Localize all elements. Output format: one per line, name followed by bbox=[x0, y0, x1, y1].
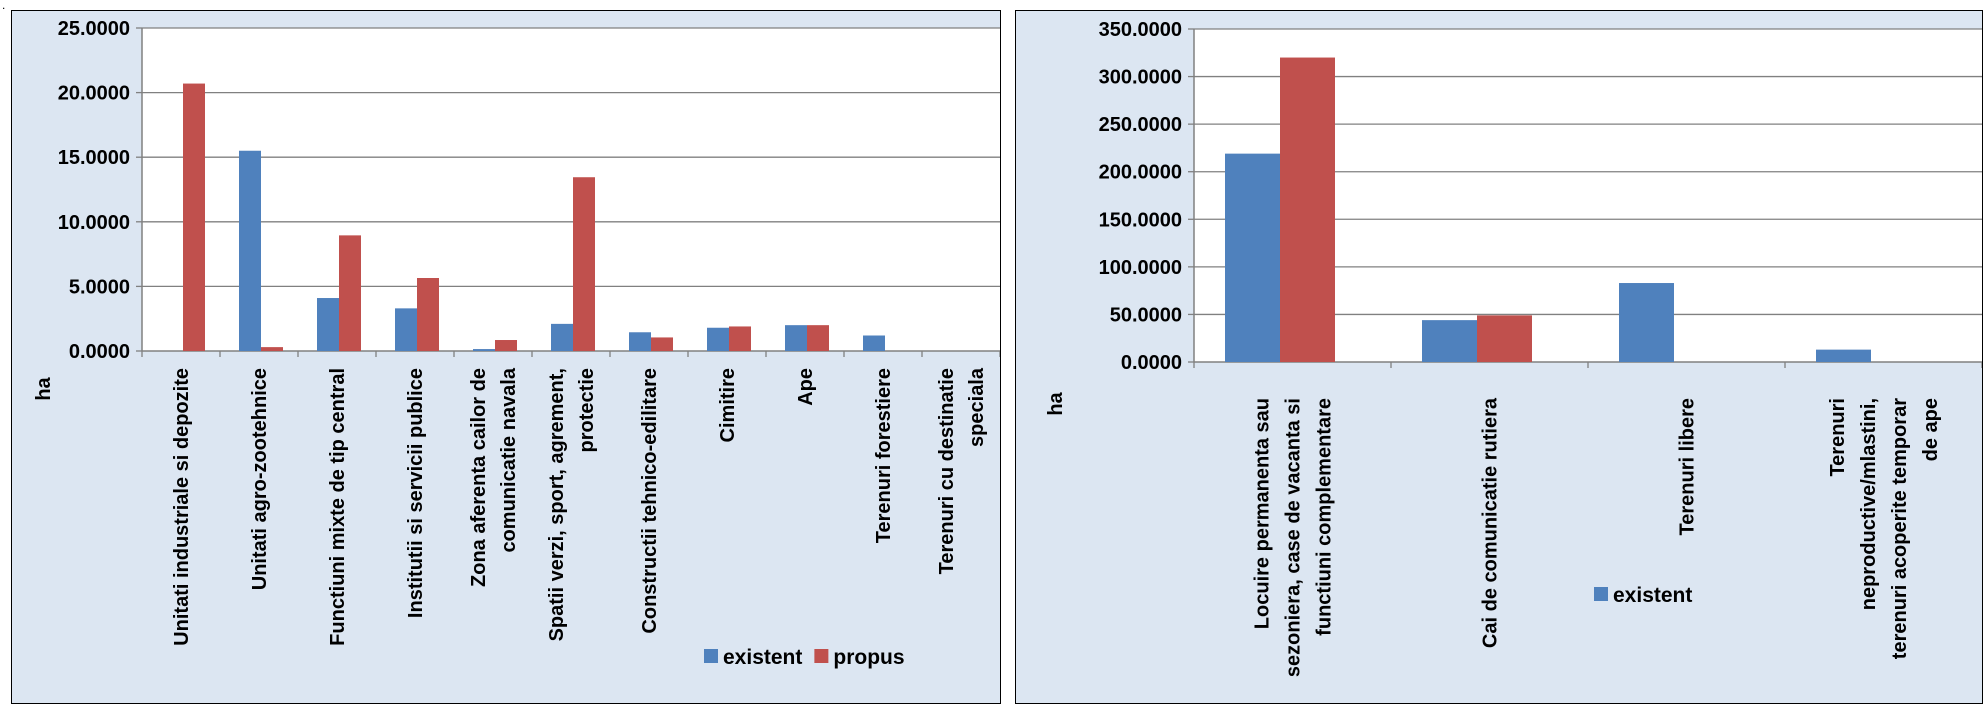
bar-existent bbox=[317, 298, 339, 351]
bar-propus bbox=[339, 235, 361, 351]
y-tick-label: 250.0000 bbox=[1099, 114, 1182, 136]
x-category-label: Institutii si servicii publice bbox=[405, 368, 427, 618]
bar-propus bbox=[729, 326, 751, 351]
legend-swatch-propus bbox=[814, 649, 829, 663]
bar-propus bbox=[1477, 315, 1532, 362]
bar-existent bbox=[1619, 283, 1674, 362]
x-category-label: Terenuri forestiere bbox=[873, 368, 895, 543]
bar-chart-left: 0.0000 5.0000 10.0000 15.0000 20.0000 25.0000… bbox=[12, 11, 1000, 703]
y-axis-unit-label: ha bbox=[33, 376, 55, 400]
x-category-label: Spatii verzi, sport, agrement, protectie bbox=[546, 368, 598, 641]
corner-mark: . bbox=[2, 0, 6, 12]
y-tick-label: 150.0000 bbox=[1099, 209, 1182, 231]
y-tick-label: 100.0000 bbox=[1099, 257, 1182, 279]
bar-propus bbox=[573, 177, 595, 351]
chart-panel-left: 0.0000 5.0000 10.0000 15.0000 20.0000 25.0000… bbox=[11, 10, 1001, 704]
legend-swatch-existent bbox=[1594, 587, 1608, 601]
bar-propus bbox=[261, 347, 283, 351]
bar-propus bbox=[495, 340, 517, 351]
bar-propus bbox=[183, 83, 205, 351]
bar-propus bbox=[651, 337, 673, 351]
bar-existent bbox=[1422, 320, 1477, 362]
plot-area bbox=[142, 28, 1000, 351]
bar-propus bbox=[417, 278, 439, 351]
y-tick-label: 15.0000 bbox=[58, 147, 130, 169]
bar-chart-right: 0.0000 50.0000 100.0000 150.0000 200.0000 250… bbox=[1016, 11, 1982, 703]
x-category-label: Zona aferenta cailor de comunicatie naval… bbox=[468, 367, 520, 587]
chart-panel-right: 0.0000 50.0000 100.0000 150.0000 200.0000 250… bbox=[1015, 10, 1983, 704]
x-category-label: Unitati agro-zootehnice bbox=[249, 368, 271, 590]
y-tick-label: 50.0000 bbox=[1110, 304, 1182, 326]
legend-label-existent: existent bbox=[723, 646, 802, 669]
y-tick-label: 10.0000 bbox=[58, 212, 130, 234]
x-category-label: Unitati industriale si depozite bbox=[171, 368, 193, 646]
bar-existent bbox=[707, 327, 729, 351]
bar-existent bbox=[395, 308, 417, 351]
bar-existent bbox=[239, 150, 261, 351]
x-category-label: Cai de comunicatie rutiera bbox=[1480, 397, 1502, 648]
x-category-label: Terenuri cu destinatie speciala bbox=[936, 367, 988, 574]
legend-label-propus: propus bbox=[833, 646, 904, 669]
legend-swatch-existent bbox=[704, 649, 718, 663]
x-category-label: Ape bbox=[795, 368, 817, 406]
bar-existent bbox=[785, 325, 807, 351]
bar-existent bbox=[629, 332, 651, 351]
legend-label-existent: existent bbox=[1613, 584, 1692, 607]
x-category-label: Terenuri libere bbox=[1677, 398, 1699, 535]
y-tick-label: 25.0000 bbox=[58, 18, 130, 40]
x-category-label: Locuire permanenta sau sezoniera, case de… bbox=[1252, 398, 1336, 677]
bar-propus bbox=[1280, 57, 1335, 363]
y-axis-unit-label: ha bbox=[1045, 391, 1067, 415]
x-category-label: Constructii tehnico-edilitare bbox=[639, 368, 661, 634]
x-category-label: Cimitire bbox=[717, 368, 739, 442]
y-tick-label: 350.0000 bbox=[1099, 19, 1182, 41]
bar-propus bbox=[807, 325, 829, 351]
y-tick-label: 300.0000 bbox=[1099, 67, 1182, 89]
bar-existent bbox=[1225, 153, 1280, 362]
bar-existent bbox=[473, 349, 495, 351]
x-category-label: Terenuri neproductive/mlastini, terenuri a… bbox=[1827, 398, 1942, 659]
y-tick-label: 0.0000 bbox=[1121, 352, 1182, 374]
y-tick-label: 200.0000 bbox=[1099, 162, 1182, 184]
bar-existent bbox=[551, 323, 573, 351]
bar-existent bbox=[863, 335, 885, 351]
x-category-label: Functiuni mixte de tip central bbox=[327, 368, 349, 646]
y-tick-label: 0.0000 bbox=[69, 341, 130, 363]
y-tick-label: 5.0000 bbox=[69, 276, 130, 298]
y-tick-label: 20.0000 bbox=[58, 83, 130, 105]
bar-existent bbox=[1816, 349, 1871, 362]
